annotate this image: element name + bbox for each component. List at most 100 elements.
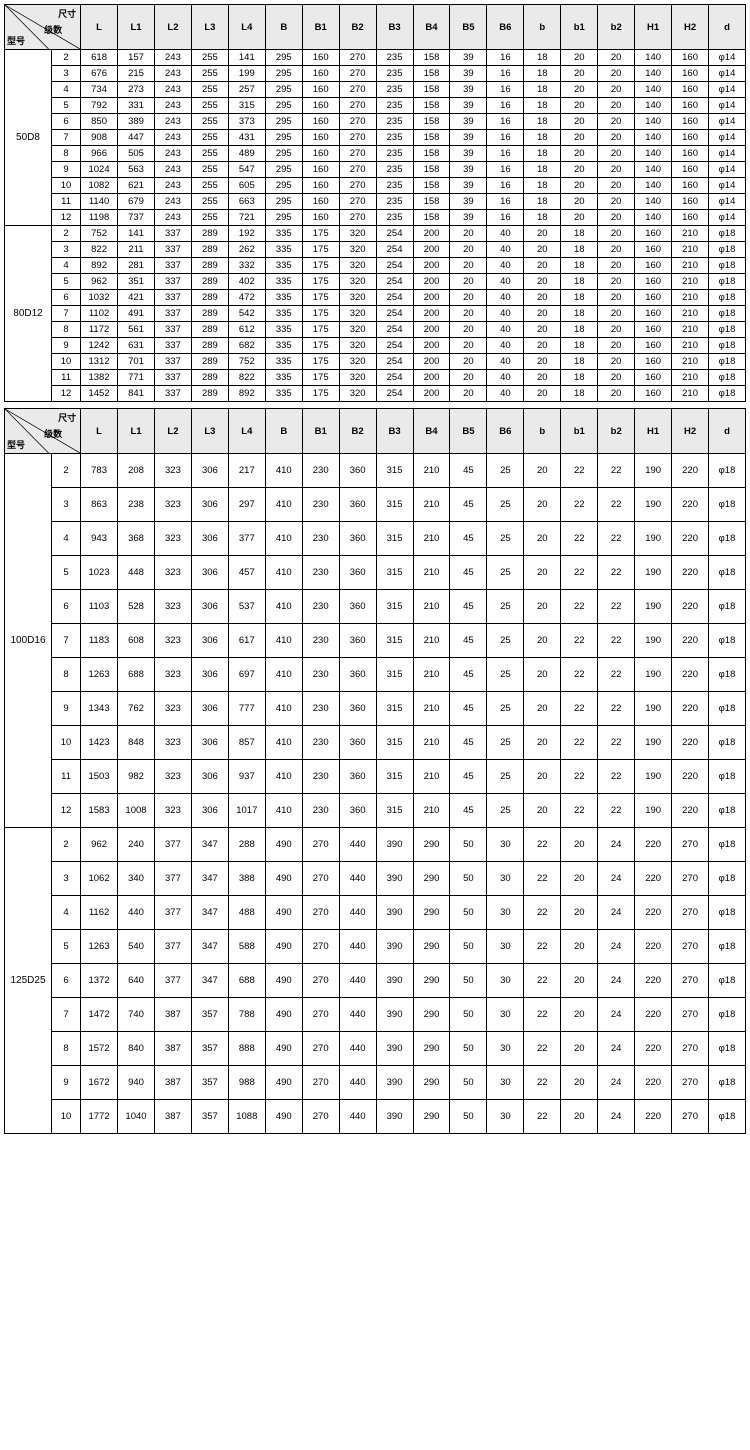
- data-cell: 2: [52, 50, 81, 66]
- data-cell: 22: [524, 1066, 561, 1100]
- data-cell: 966: [81, 146, 118, 162]
- data-cell: 255: [191, 98, 228, 114]
- data-cell: 50: [450, 1066, 487, 1100]
- data-cell: φ18: [709, 338, 746, 354]
- data-cell: 20: [598, 290, 635, 306]
- data-cell: 490: [265, 998, 302, 1032]
- data-cell: 295: [265, 66, 302, 82]
- data-cell: φ18: [709, 896, 746, 930]
- data-cell: 682: [228, 338, 265, 354]
- data-cell: 254: [376, 370, 413, 386]
- data-cell: 18: [561, 386, 598, 402]
- data-cell: 50: [450, 896, 487, 930]
- data-cell: 1452: [81, 386, 118, 402]
- data-cell: 3: [52, 66, 81, 82]
- data-cell: 141: [228, 50, 265, 66]
- data-cell: 2: [52, 454, 81, 488]
- data-cell: 39: [450, 130, 487, 146]
- data-cell: 217: [228, 454, 265, 488]
- col-header: L1: [118, 5, 155, 50]
- data-cell: 306: [191, 624, 228, 658]
- data-cell: 40: [487, 290, 524, 306]
- data-cell: 347: [191, 930, 228, 964]
- data-cell: 45: [450, 794, 487, 828]
- data-cell: 20: [598, 146, 635, 162]
- data-cell: 50: [450, 998, 487, 1032]
- data-cell: 1032: [81, 290, 118, 306]
- data-cell: 175: [302, 290, 339, 306]
- data-cell: 332: [228, 258, 265, 274]
- data-cell: 30: [487, 896, 524, 930]
- data-cell: 440: [339, 998, 376, 1032]
- data-cell: 290: [413, 998, 450, 1032]
- data-cell: 431: [228, 130, 265, 146]
- data-cell: 190: [635, 590, 672, 624]
- data-cell: 20: [598, 194, 635, 210]
- data-cell: 6: [52, 964, 81, 998]
- data-cell: 289: [191, 306, 228, 322]
- col-header: H2: [672, 5, 709, 50]
- data-cell: 20: [561, 1066, 598, 1100]
- col-header: b: [524, 5, 561, 50]
- col-header: b: [524, 409, 561, 454]
- data-cell: 254: [376, 258, 413, 274]
- data-cell: 360: [339, 760, 376, 794]
- data-cell: 243: [154, 114, 191, 130]
- data-cell: 230: [302, 794, 339, 828]
- data-cell: 270: [339, 114, 376, 130]
- data-cell: 822: [81, 242, 118, 258]
- data-cell: 20: [524, 338, 561, 354]
- data-cell: 22: [561, 658, 598, 692]
- data-cell: 5: [52, 274, 81, 290]
- data-cell: 255: [191, 50, 228, 66]
- data-cell: 6: [52, 290, 81, 306]
- data-cell: 160: [302, 50, 339, 66]
- data-cell: 190: [635, 556, 672, 590]
- data-cell: 1088: [228, 1100, 265, 1134]
- data-cell: 289: [191, 226, 228, 242]
- data-cell: 39: [450, 162, 487, 178]
- data-cell: 848: [118, 726, 155, 760]
- data-cell: 200: [413, 386, 450, 402]
- data-cell: 270: [302, 964, 339, 998]
- data-cell: 908: [81, 130, 118, 146]
- data-cell: 210: [413, 624, 450, 658]
- data-cell: φ14: [709, 210, 746, 226]
- data-cell: 20: [561, 1100, 598, 1134]
- data-cell: 25: [487, 760, 524, 794]
- data-cell: 22: [524, 862, 561, 896]
- data-cell: φ14: [709, 130, 746, 146]
- data-cell: 270: [302, 828, 339, 862]
- data-cell: 235: [376, 66, 413, 82]
- data-cell: 490: [265, 1032, 302, 1066]
- data-cell: 22: [598, 488, 635, 522]
- data-cell: 289: [191, 290, 228, 306]
- data-cell: 230: [302, 658, 339, 692]
- data-cell: 208: [118, 454, 155, 488]
- data-cell: 943: [81, 522, 118, 556]
- data-cell: 20: [524, 760, 561, 794]
- data-cell: 158: [413, 114, 450, 130]
- data-cell: 20: [598, 322, 635, 338]
- data-cell: 210: [672, 226, 709, 242]
- data-cell: 45: [450, 556, 487, 590]
- data-cell: 337: [154, 274, 191, 290]
- data-cell: 270: [672, 896, 709, 930]
- data-cell: 158: [413, 178, 450, 194]
- data-cell: 20: [561, 998, 598, 1032]
- data-cell: 10: [52, 726, 81, 760]
- data-cell: 982: [118, 760, 155, 794]
- data-cell: 337: [154, 370, 191, 386]
- data-cell: 387: [154, 998, 191, 1032]
- data-cell: 295: [265, 98, 302, 114]
- data-cell: 7: [52, 998, 81, 1032]
- data-cell: 792: [81, 98, 118, 114]
- data-cell: 270: [672, 1032, 709, 1066]
- data-cell: 235: [376, 210, 413, 226]
- data-cell: φ18: [709, 386, 746, 402]
- data-cell: 360: [339, 488, 376, 522]
- data-cell: 940: [118, 1066, 155, 1100]
- data-cell: 160: [635, 370, 672, 386]
- data-cell: 337: [154, 354, 191, 370]
- data-cell: φ18: [709, 998, 746, 1032]
